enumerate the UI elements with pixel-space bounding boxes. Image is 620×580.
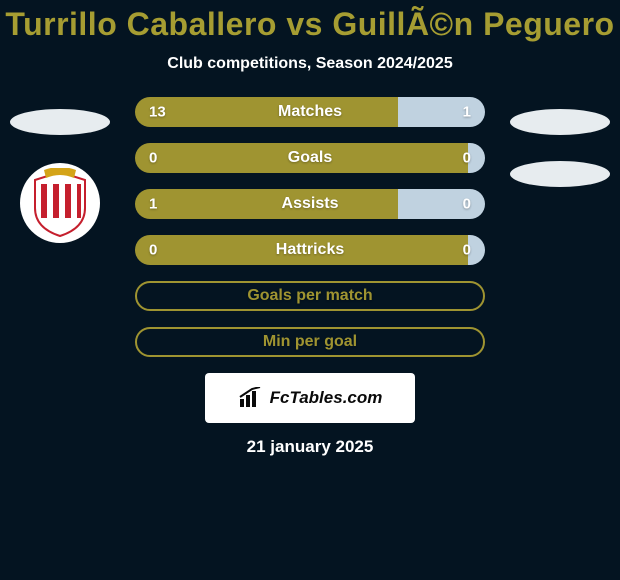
player-left-badge: [10, 109, 110, 135]
stat-value-right: 0: [463, 150, 471, 167]
stat-value-right: 0: [463, 242, 471, 259]
chart-icon: [238, 387, 264, 409]
stat-value-right: 0: [463, 196, 471, 213]
stat-value-left: 0: [149, 150, 157, 167]
page-title: Turrillo Caballero vs GuillÃ©n Peguero: [0, 0, 620, 43]
player-right-badge: [510, 109, 610, 135]
player-right-badge-2: [510, 161, 610, 187]
stat-row: Hattricks 0 0: [135, 235, 485, 265]
stat-row: Goals 0 0: [135, 143, 485, 173]
club-crest: [20, 163, 100, 243]
crest-icon: [30, 168, 90, 238]
stat-label: Hattricks: [276, 241, 344, 259]
bar-left-fill: [135, 97, 398, 127]
stat-label: Assists: [282, 195, 339, 213]
site-text: FcTables.com: [270, 388, 383, 408]
page-subtitle: Club competitions, Season 2024/2025: [0, 55, 620, 73]
stat-label: Matches: [278, 103, 342, 121]
stat-label: Goals: [288, 149, 332, 167]
comparison-infographic: Turrillo Caballero vs GuillÃ©n Peguero C…: [0, 0, 620, 580]
stat-row: Assists 1 0: [135, 189, 485, 219]
stats-bars: Matches131Goals00Assists10Hattricks00Goa…: [135, 97, 485, 357]
stat-value-left: 0: [149, 242, 157, 259]
bar-right-fill: [398, 189, 486, 219]
content-area: Matches131Goals00Assists10Hattricks00Goa…: [0, 97, 620, 457]
stat-row: Min per goal: [135, 327, 485, 357]
stat-value-right: 1: [463, 104, 471, 121]
stat-row: Matches 13 1: [135, 97, 485, 127]
stat-value-left: 13: [149, 104, 166, 121]
stat-value-left: 1: [149, 196, 157, 213]
date-text: 21 january 2025: [0, 437, 620, 457]
site-badge: FcTables.com: [205, 373, 415, 423]
bar-left-fill: [135, 189, 398, 219]
bar-right-fill: [398, 97, 486, 127]
stat-label: Min per goal: [263, 333, 357, 351]
stat-row: Goals per match: [135, 281, 485, 311]
stat-label: Goals per match: [247, 287, 372, 305]
